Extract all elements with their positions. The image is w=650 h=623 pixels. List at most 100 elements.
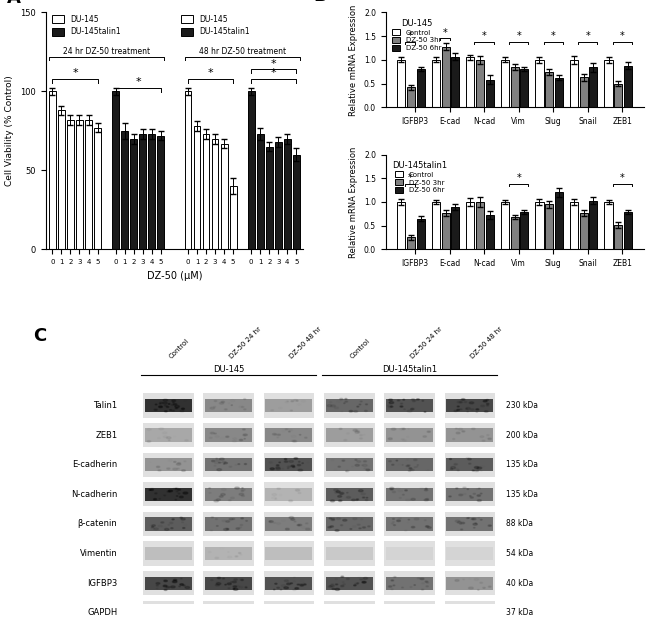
Circle shape bbox=[148, 619, 151, 620]
Circle shape bbox=[329, 518, 332, 519]
Circle shape bbox=[166, 586, 170, 588]
Bar bbox=[570, 202, 578, 249]
Bar bbox=[432, 202, 440, 249]
Circle shape bbox=[423, 435, 426, 437]
Bar bbox=[486, 215, 494, 249]
Circle shape bbox=[233, 581, 237, 583]
Bar bbox=[384, 601, 435, 623]
Bar bbox=[447, 399, 493, 412]
Circle shape bbox=[474, 607, 477, 608]
Circle shape bbox=[233, 588, 238, 591]
Circle shape bbox=[238, 464, 240, 465]
Bar bbox=[265, 429, 313, 442]
Bar bbox=[194, 126, 200, 249]
Circle shape bbox=[304, 584, 306, 585]
Circle shape bbox=[159, 403, 161, 404]
Bar bbox=[407, 237, 415, 249]
Bar bbox=[445, 423, 495, 447]
Text: A: A bbox=[7, 0, 21, 7]
Bar bbox=[604, 60, 612, 107]
Circle shape bbox=[488, 438, 491, 440]
Circle shape bbox=[339, 428, 342, 429]
Circle shape bbox=[405, 490, 408, 491]
Circle shape bbox=[420, 578, 424, 579]
Circle shape bbox=[154, 528, 159, 530]
Circle shape bbox=[272, 434, 276, 435]
Circle shape bbox=[477, 495, 480, 497]
Circle shape bbox=[469, 587, 473, 589]
Bar bbox=[604, 202, 612, 249]
Circle shape bbox=[359, 617, 363, 619]
Circle shape bbox=[168, 490, 172, 492]
Circle shape bbox=[480, 435, 484, 437]
Circle shape bbox=[181, 578, 182, 579]
Circle shape bbox=[244, 409, 246, 410]
Bar bbox=[324, 601, 374, 623]
Bar bbox=[447, 576, 493, 590]
Circle shape bbox=[216, 459, 220, 461]
Bar bbox=[384, 423, 435, 447]
Circle shape bbox=[235, 616, 239, 617]
Circle shape bbox=[421, 608, 425, 610]
Circle shape bbox=[297, 584, 299, 585]
Circle shape bbox=[291, 410, 292, 411]
Circle shape bbox=[402, 429, 405, 430]
Circle shape bbox=[291, 518, 294, 520]
Circle shape bbox=[362, 581, 366, 583]
Bar bbox=[143, 482, 194, 506]
Circle shape bbox=[483, 401, 487, 402]
Circle shape bbox=[400, 518, 402, 519]
Bar bbox=[205, 488, 252, 501]
Circle shape bbox=[294, 399, 297, 401]
Circle shape bbox=[164, 589, 167, 591]
Bar bbox=[624, 65, 632, 107]
Circle shape bbox=[366, 469, 370, 471]
Circle shape bbox=[221, 401, 224, 402]
Circle shape bbox=[219, 496, 223, 497]
Circle shape bbox=[163, 610, 166, 611]
Circle shape bbox=[155, 404, 157, 405]
Circle shape bbox=[211, 432, 214, 434]
Bar bbox=[205, 517, 252, 531]
Circle shape bbox=[173, 488, 177, 490]
Circle shape bbox=[236, 528, 240, 530]
Circle shape bbox=[356, 500, 358, 501]
Circle shape bbox=[424, 490, 428, 491]
Bar bbox=[145, 576, 192, 590]
Circle shape bbox=[281, 584, 286, 587]
Circle shape bbox=[151, 526, 153, 527]
Circle shape bbox=[163, 585, 167, 587]
Bar bbox=[143, 512, 194, 536]
Circle shape bbox=[476, 470, 478, 472]
Circle shape bbox=[181, 518, 185, 520]
Bar bbox=[476, 202, 484, 249]
Circle shape bbox=[335, 530, 339, 531]
Bar bbox=[324, 482, 374, 506]
Circle shape bbox=[179, 611, 181, 612]
Circle shape bbox=[183, 585, 185, 586]
Circle shape bbox=[294, 458, 298, 459]
Bar bbox=[203, 541, 254, 566]
Bar bbox=[157, 136, 164, 249]
Text: 88 kDa: 88 kDa bbox=[506, 520, 533, 528]
Circle shape bbox=[328, 526, 331, 528]
Circle shape bbox=[410, 468, 413, 470]
Circle shape bbox=[292, 440, 295, 442]
Circle shape bbox=[180, 517, 182, 518]
Circle shape bbox=[455, 520, 460, 522]
Circle shape bbox=[327, 404, 332, 407]
Bar bbox=[324, 541, 374, 566]
Circle shape bbox=[234, 579, 237, 580]
Circle shape bbox=[456, 428, 458, 429]
Circle shape bbox=[363, 464, 367, 467]
Circle shape bbox=[304, 611, 306, 612]
Circle shape bbox=[285, 528, 289, 530]
Circle shape bbox=[150, 617, 151, 618]
Circle shape bbox=[426, 582, 429, 583]
Text: IGFBP3: IGFBP3 bbox=[87, 579, 117, 587]
Circle shape bbox=[240, 579, 244, 581]
Bar bbox=[417, 69, 424, 107]
Bar bbox=[293, 155, 300, 249]
Circle shape bbox=[222, 578, 224, 579]
Text: *: * bbox=[408, 31, 413, 41]
